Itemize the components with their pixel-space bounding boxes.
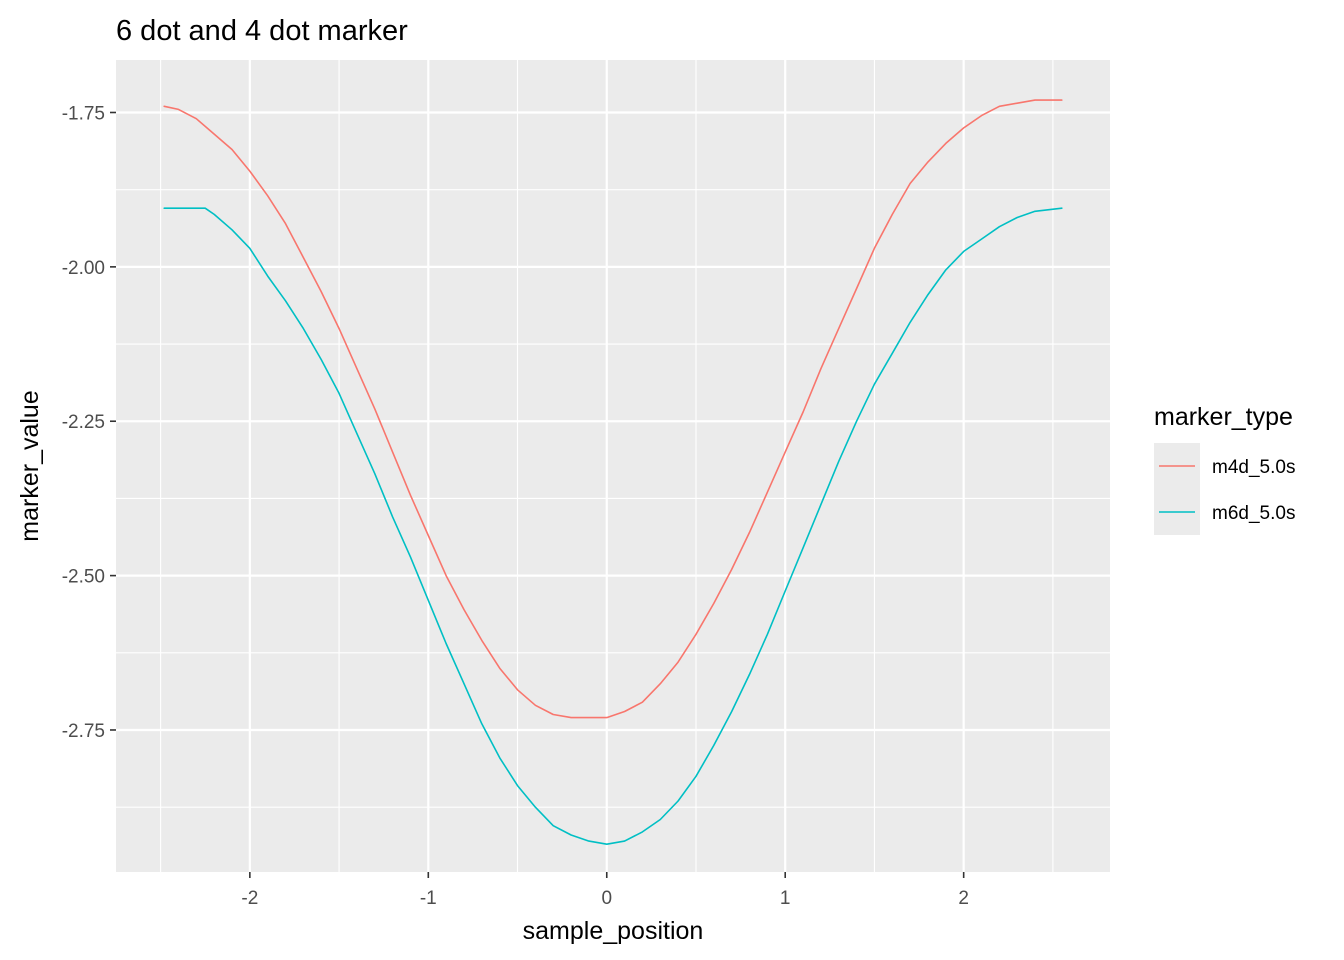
y-tick-label: -2.25 xyxy=(62,412,105,433)
y-tick-label: -2.75 xyxy=(62,721,105,742)
y-tick-label: -2.00 xyxy=(62,258,105,279)
x-axis: -2 -1 0 1 2 xyxy=(241,872,969,909)
x-tick-label: -2 xyxy=(241,888,258,909)
legend-label-m6d_5.0s: m6d_5.0s xyxy=(1212,503,1295,524)
x-axis-title: sample_position xyxy=(523,917,704,945)
x-tick-label: 0 xyxy=(601,888,612,909)
chart-title: 6 dot and 4 dot marker xyxy=(116,15,408,47)
x-tick-label: -1 xyxy=(420,888,437,909)
legend-label-m4d_5.0s: m4d_5.0s xyxy=(1212,457,1295,478)
y-tick-label: -2.50 xyxy=(62,567,105,588)
legend: marker_type m4d_5.0s m6d_5.0s xyxy=(1154,403,1295,535)
series-line-m4d_5.0s xyxy=(163,99,1063,719)
major-gridlines xyxy=(116,60,1110,872)
series-lines xyxy=(163,99,1063,846)
plot-panel xyxy=(116,60,1110,872)
legend-title: marker_type xyxy=(1154,403,1293,431)
y-axis-title: marker_value xyxy=(16,390,44,541)
y-axis: -1.75 -2.00 -2.25 -2.50 -2.75 xyxy=(62,103,116,742)
series-line-m6d_5.0s xyxy=(163,207,1063,846)
x-tick-label: 1 xyxy=(780,888,791,909)
y-tick-label: -1.75 xyxy=(62,103,105,124)
x-tick-label: 2 xyxy=(958,888,969,909)
minor-gridlines xyxy=(116,60,1110,872)
